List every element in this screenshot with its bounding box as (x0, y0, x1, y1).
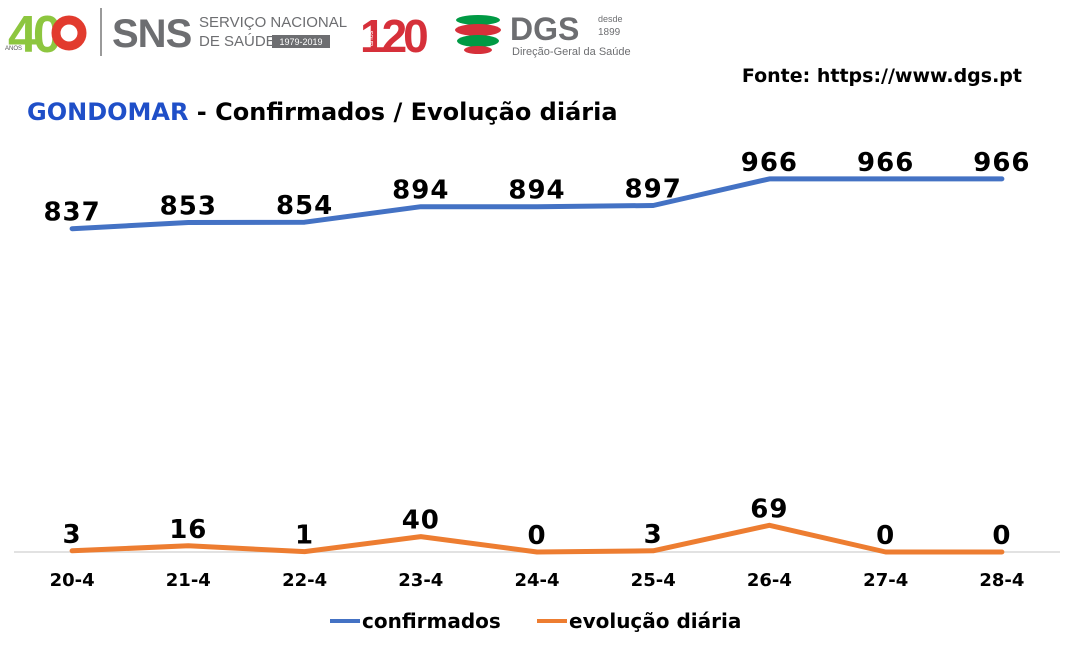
sns-line1-text: SERVIÇO NACIONAL (199, 14, 347, 31)
x-tick-label: 22-4 (282, 570, 327, 591)
forty-ring-icon (51, 15, 87, 51)
x-tick-label: 27-4 (863, 570, 908, 591)
forty-sub-text: ANOS (5, 46, 22, 52)
dgs-year-text: 1899 (598, 27, 621, 38)
legend-confirmados-label: confirmados (362, 609, 501, 633)
chart-title-place: GONDOMAR (27, 98, 188, 126)
data-label-evolucao-20-4: 3 (63, 520, 82, 550)
data-label-evolucao-28-4: 0 (992, 521, 1011, 551)
data-label-evolucao-25-4: 3 (644, 520, 663, 550)
x-tick-label: 20-4 (50, 570, 95, 591)
sns-line2-text: DE SAÚDE (199, 33, 276, 50)
sns-40-anos-logo: 40 ANOS (5, 6, 87, 64)
dgs-sub-text: Direção-Geral da Saúde (512, 46, 631, 58)
source-text: Fonte: https://www.dgs.pt (742, 65, 1022, 87)
data-label-evolucao-27-4: 0 (876, 521, 895, 551)
chart-title: GONDOMAR - Confirmados / Evolução diária (27, 98, 618, 126)
data-label-confirmados-24-4: 894 (508, 176, 565, 206)
sns-logo-text: SNS (112, 12, 192, 56)
dgs-emblem-icon (455, 15, 501, 54)
x-tick-label: 28-4 (979, 570, 1024, 591)
sns-logo: SNS SERVIÇO NACIONAL DE SAÚDE 1979-2019 (112, 12, 347, 56)
data-label-confirmados-28-4: 966 (973, 148, 1030, 178)
data-label-confirmados-22-4: 854 (276, 191, 333, 221)
sns-years-box (272, 35, 330, 48)
data-label-confirmados-27-4: 966 (857, 148, 914, 178)
legend: confirmados evolução diária (330, 609, 741, 633)
x-tick-label: 26-4 (747, 570, 792, 591)
data-label-confirmados-20-4: 837 (43, 198, 100, 228)
dgs-logo: DGS desde 1899 Direção-Geral da Saúde (510, 11, 631, 58)
series-layer (69, 176, 1005, 555)
data-label-evolucao-22-4: 1 (295, 521, 314, 551)
data-label-confirmados-26-4: 966 (741, 148, 798, 178)
data-label-confirmados-23-4: 894 (392, 176, 449, 206)
sns-years-text: 1979-2019 (279, 37, 322, 47)
legend-evolucao-label: evolução diária (569, 609, 741, 633)
x-tick-label: 23-4 (398, 570, 443, 591)
dgs-desde-text: desde (598, 14, 623, 24)
data-labels-layer: 837 853 854 894 894 897 966 966 966 3 16 1 40 0 3 69 0 0 (43, 148, 1030, 551)
data-label-evolucao-21-4: 16 (169, 515, 207, 545)
dgs-logo-text: DGS (510, 11, 579, 47)
data-label-confirmados-25-4: 897 (625, 175, 682, 205)
series-line-evolucao-diaria (69, 522, 1005, 555)
series-line-confirmados (69, 176, 1005, 232)
x-tick-label: 25-4 (631, 570, 676, 591)
data-label-evolucao-23-4: 40 (402, 506, 440, 536)
dgs-120-logo: 120 anos (360, 10, 431, 62)
chart-title-rest: - Confirmados / Evolução diária (188, 98, 617, 126)
dgs-120-text: 120 (360, 10, 427, 62)
dgs-anos-text: anos (368, 30, 375, 46)
x-axis-ticks: 20-4 21-4 22-4 23-4 24-4 25-4 26-4 27-4 28-4 (50, 570, 1025, 591)
x-tick-label: 21-4 (166, 570, 211, 591)
data-label-confirmados-21-4: 853 (160, 192, 217, 222)
x-tick-label: 24-4 (514, 570, 559, 591)
data-label-evolucao-24-4: 0 (527, 521, 546, 551)
data-label-evolucao-26-4: 69 (750, 494, 788, 524)
